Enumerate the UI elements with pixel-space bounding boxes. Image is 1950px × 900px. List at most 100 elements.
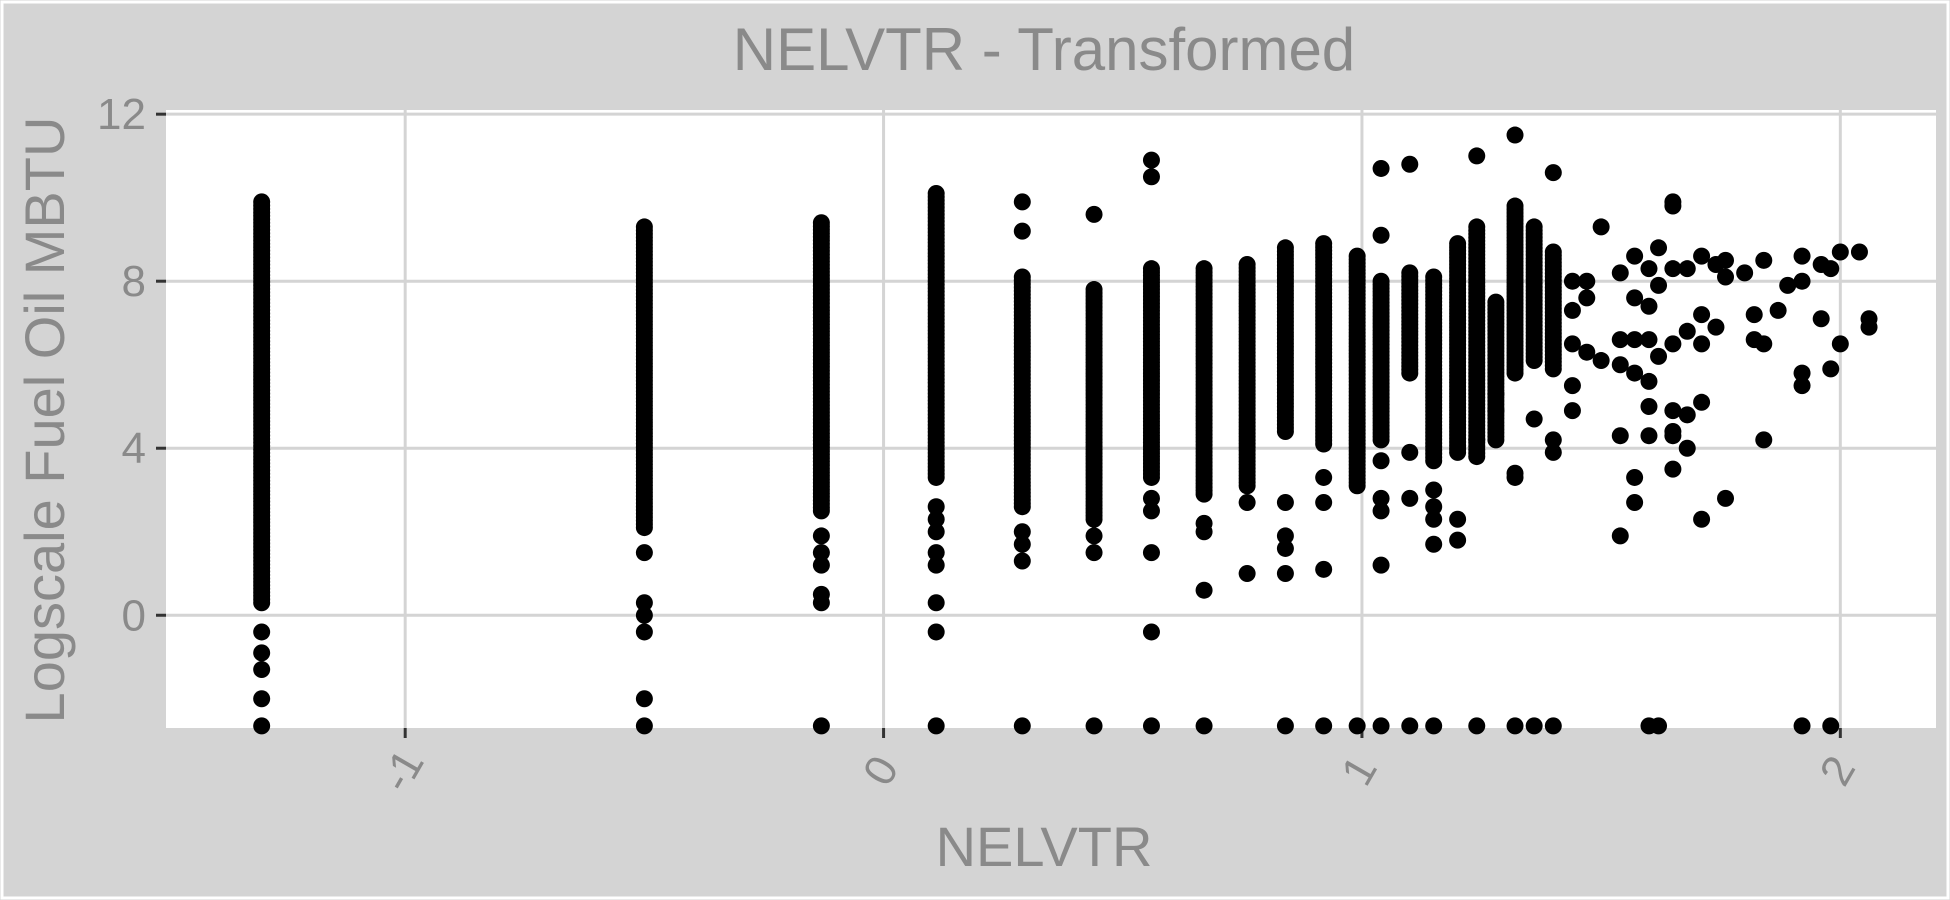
data-point — [1717, 489, 1735, 507]
data-point — [1195, 717, 1213, 735]
data-point — [1013, 535, 1031, 553]
data-point — [1664, 402, 1682, 420]
data-point — [1372, 159, 1390, 177]
data-point — [1276, 527, 1294, 545]
data-point — [253, 644, 271, 662]
data-point — [1611, 331, 1629, 349]
data-point — [1640, 397, 1658, 415]
data-point — [1142, 151, 1160, 169]
data-point — [927, 498, 945, 516]
data-point — [1812, 310, 1830, 328]
data-point — [1468, 147, 1486, 165]
data-point — [1793, 364, 1811, 382]
y-tick-label: 12 — [97, 90, 146, 139]
data-point — [1611, 264, 1629, 282]
data-point — [1085, 544, 1103, 562]
data-point — [1142, 717, 1160, 735]
y-tick-label: 0 — [122, 591, 146, 640]
data-point — [253, 661, 271, 679]
data-point — [927, 510, 945, 528]
data-point — [1678, 260, 1696, 278]
data-point — [1372, 226, 1390, 244]
data-point — [812, 544, 830, 562]
data-point — [1013, 552, 1031, 570]
data-point — [1626, 364, 1644, 382]
data-point — [1626, 289, 1644, 307]
data-point — [1525, 410, 1543, 428]
data-point — [635, 623, 653, 641]
data-point — [1755, 431, 1773, 449]
data-point — [1707, 318, 1725, 336]
grid-lines — [166, 110, 1936, 728]
data-point — [1468, 218, 1486, 236]
data-point — [1592, 218, 1610, 236]
data-point — [1142, 502, 1160, 520]
data-point — [1717, 268, 1735, 286]
y-tick-label: 8 — [122, 257, 146, 306]
data-point — [1315, 235, 1333, 253]
data-point — [1276, 565, 1294, 582]
data-point — [1626, 468, 1644, 486]
data-point — [1506, 468, 1524, 486]
data-point — [1678, 406, 1696, 424]
data-point — [1664, 427, 1682, 445]
data-point — [1822, 717, 1840, 735]
data-point — [1425, 498, 1443, 516]
data-point — [1142, 544, 1160, 562]
data-point — [1769, 301, 1787, 319]
x-axis-title: NELVTR — [936, 815, 1153, 878]
data-point — [1650, 717, 1668, 735]
data-point — [1592, 352, 1610, 370]
data-point — [1425, 510, 1443, 528]
data-point — [1563, 335, 1581, 353]
data-point — [1401, 155, 1419, 173]
data-point — [1142, 623, 1160, 641]
data-point — [1544, 431, 1562, 449]
data-point — [1611, 356, 1629, 374]
data-point — [1487, 402, 1505, 420]
data-point — [1544, 443, 1562, 461]
data-point — [1640, 427, 1658, 445]
data-point — [1276, 717, 1294, 735]
data-point — [1831, 243, 1849, 261]
data-point — [1650, 276, 1668, 294]
data-point — [927, 717, 945, 735]
data-points — [253, 126, 1878, 735]
data-point — [927, 523, 945, 541]
data-point — [1195, 523, 1213, 541]
data-point — [1013, 222, 1031, 240]
y-tick-label: 4 — [122, 424, 146, 473]
data-point — [1664, 460, 1682, 478]
data-point — [1563, 301, 1581, 319]
data-point — [1745, 306, 1763, 324]
data-point — [253, 717, 271, 735]
data-point — [1142, 260, 1160, 278]
data-point — [812, 214, 830, 232]
data-point — [1085, 717, 1103, 735]
data-point — [927, 594, 945, 612]
data-point — [927, 623, 945, 641]
chart-title: NELVTR - Transformed — [733, 16, 1355, 83]
data-point — [812, 594, 830, 612]
data-point — [1315, 560, 1333, 578]
data-point — [253, 623, 271, 641]
data-point — [1860, 318, 1878, 336]
data-point — [1238, 494, 1256, 512]
data-point — [1793, 272, 1811, 290]
data-point — [1238, 256, 1256, 273]
data-point — [1276, 494, 1294, 512]
data-point — [1401, 489, 1419, 507]
data-point — [635, 544, 653, 562]
data-point — [812, 556, 830, 574]
data-point — [927, 185, 945, 203]
data-point — [1276, 239, 1294, 257]
data-point — [1640, 260, 1658, 278]
data-point — [1563, 272, 1581, 290]
data-point — [1650, 239, 1668, 257]
data-point — [1315, 468, 1333, 486]
data-point — [1487, 385, 1505, 403]
data-point — [1693, 510, 1711, 528]
data-point — [1626, 494, 1644, 512]
